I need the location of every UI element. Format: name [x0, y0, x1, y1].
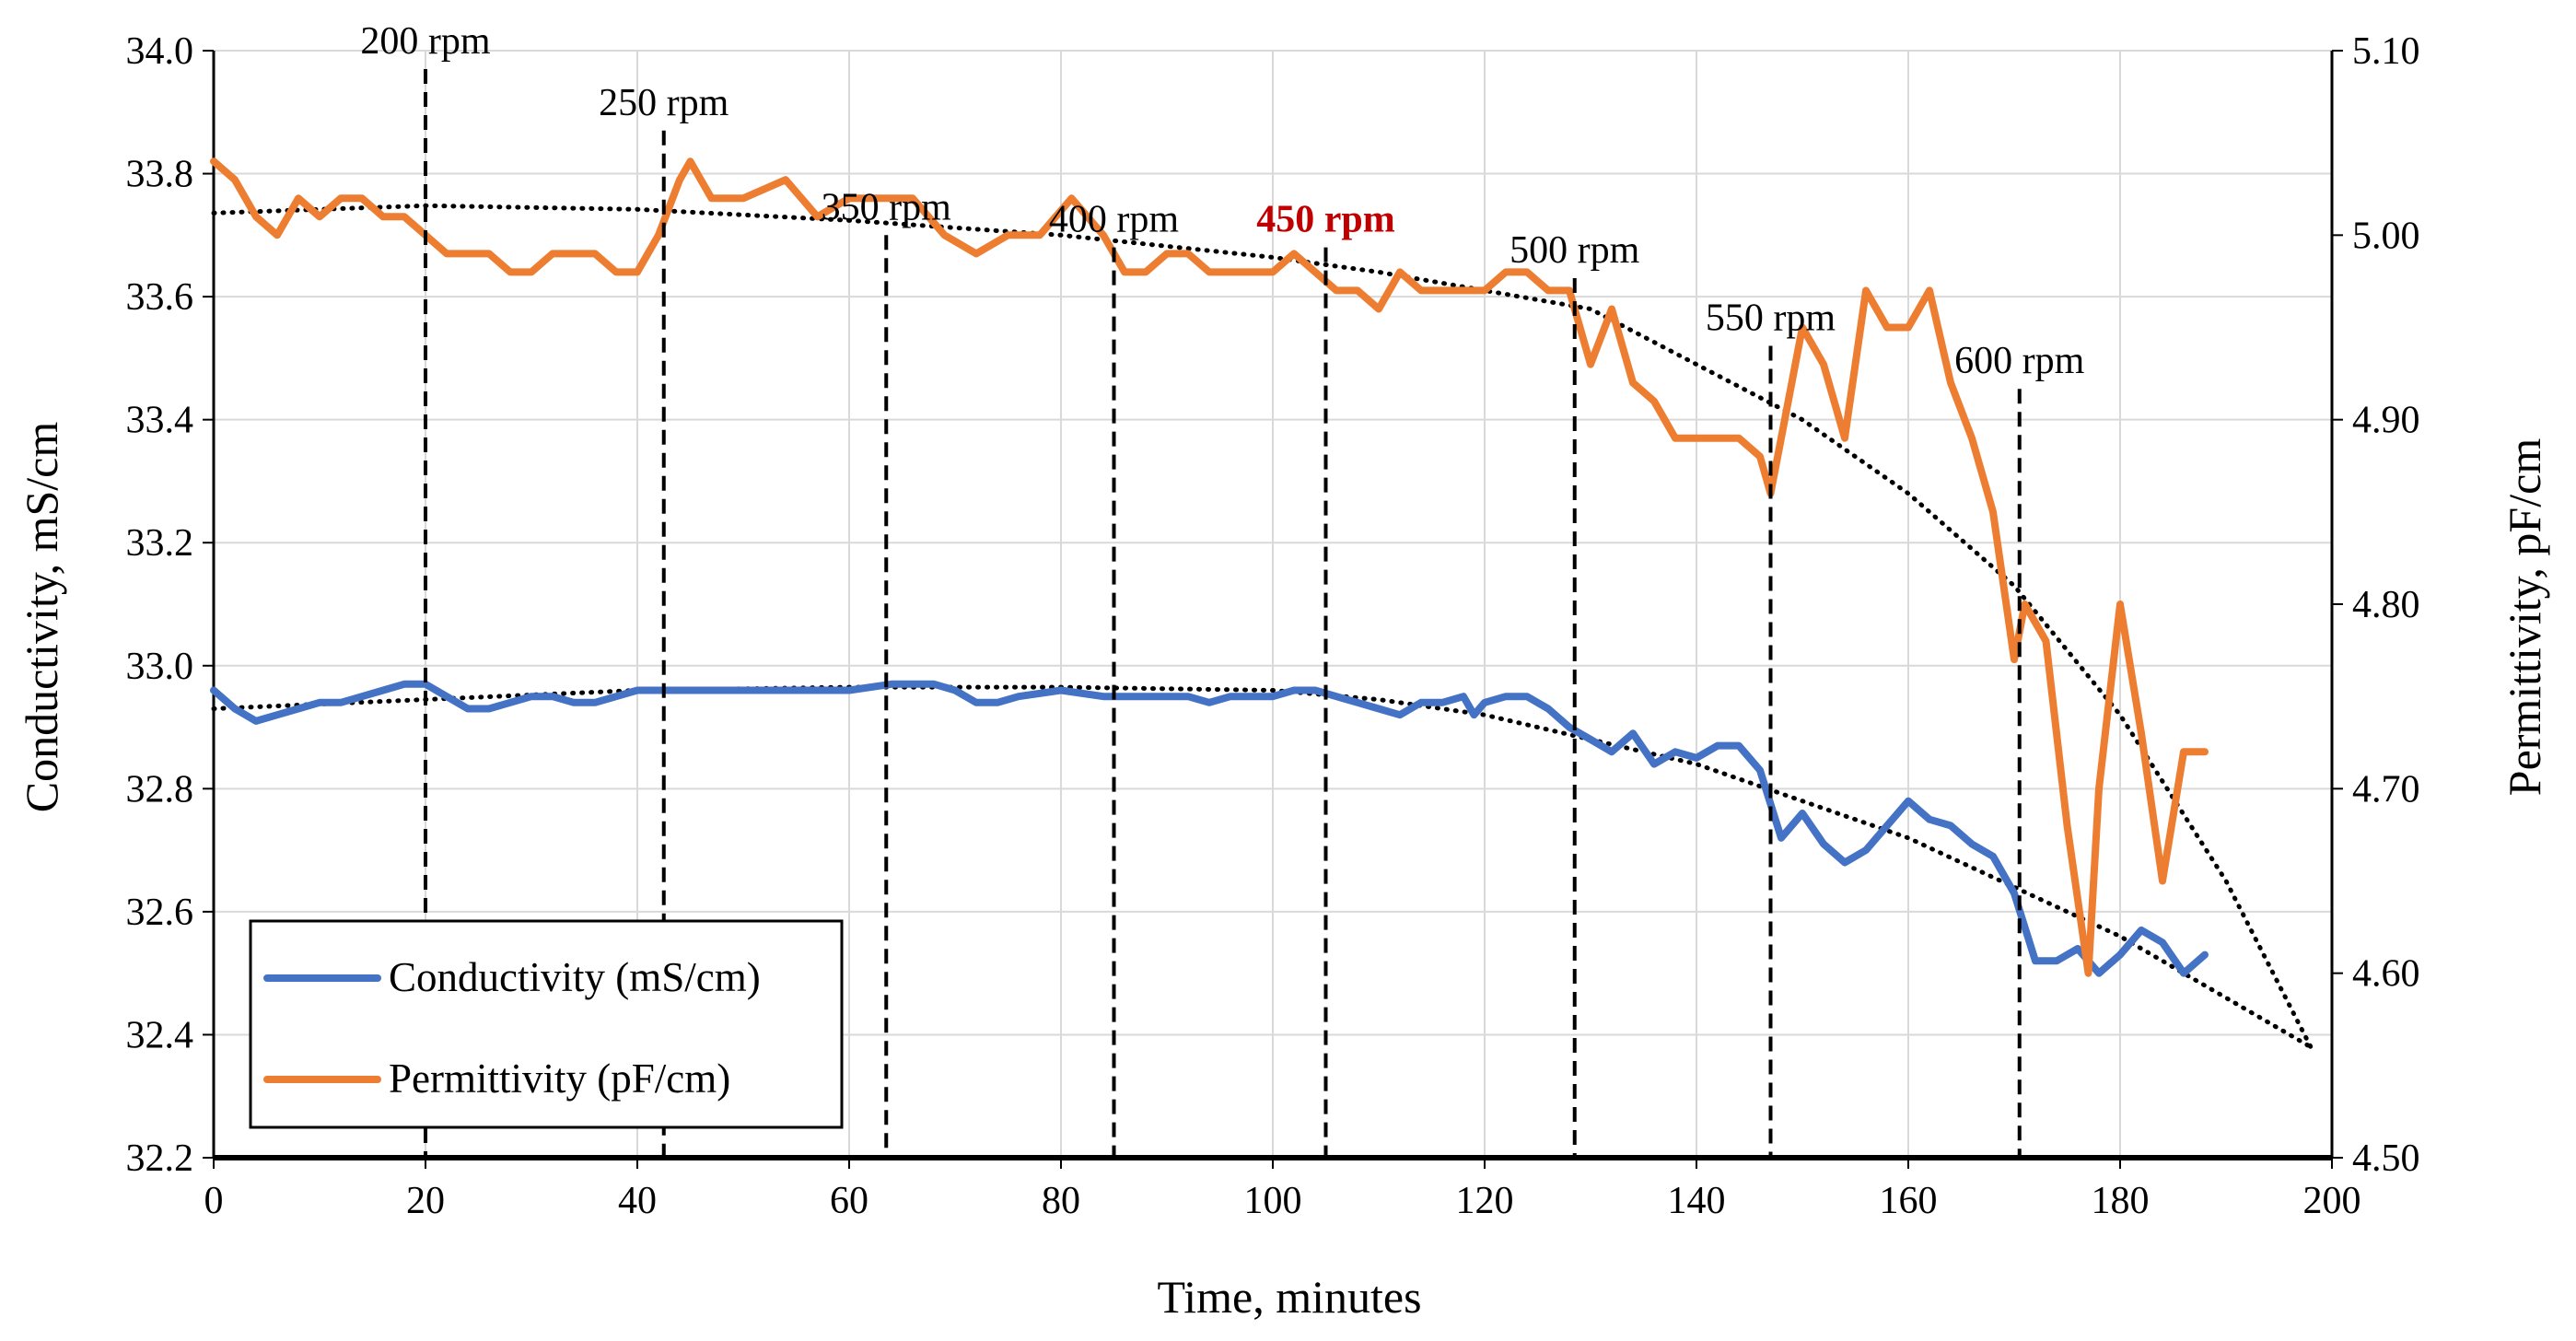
y-left-tick-label: 32.6 [126, 892, 194, 934]
y-left-tick-label: 33.6 [126, 276, 194, 319]
rpm-marker-label: 500 rpm [1509, 229, 1639, 272]
x-tick-label: 120 [1456, 1180, 1514, 1222]
legend-label-permittivity: Permittivity (pF/cm) [389, 1055, 730, 1102]
x-tick-label: 140 [1668, 1180, 1726, 1222]
y-right-tick-label: 4.60 [2352, 953, 2420, 996]
y-right-tick-label: 5.00 [2352, 215, 2420, 257]
x-tick-label: 60 [830, 1180, 868, 1222]
rpm-marker-label: 250 rpm [599, 82, 729, 124]
y-axis-right-title: Permittivity, pF/cm [2499, 438, 2550, 797]
legend-label-conductivity: Conductivity (mS/cm) [389, 954, 761, 1000]
y-left-tick-label: 34.0 [126, 30, 194, 73]
tick-labels: 0 20 40 60 80 100 120 140 160 180 200 32.2 32.4 32.6 3… [126, 30, 2420, 1222]
rpm-marker-label: 400 rpm [1049, 199, 1179, 241]
x-tick-label: 0 [204, 1180, 224, 1222]
data-series [210, 157, 2209, 977]
x-tick-label: 160 [1880, 1180, 1938, 1222]
x-tick-label: 40 [618, 1180, 657, 1222]
y-right-tick-label: 4.70 [2352, 768, 2420, 810]
trendlines [211, 203, 2314, 1050]
y-left-tick-label: 32.2 [126, 1137, 194, 1180]
axes [203, 50, 2343, 1169]
rpm-marker-label: 350 rpm [822, 186, 951, 228]
legend: Conductivity (mS/cm) Permittivity (pF/cm… [249, 919, 844, 1129]
x-axis-title: Time, minutes [1157, 1271, 1421, 1323]
y-axis-left-title: Conductivity, mS/cm [16, 422, 67, 813]
y-right-tick-label: 4.50 [2352, 1137, 2420, 1180]
y-right-tick-label: 4.80 [2352, 584, 2420, 626]
x-tick-label: 80 [1042, 1180, 1080, 1222]
y-left-tick-label: 33.2 [126, 522, 194, 565]
x-tick-label: 100 [1244, 1180, 1302, 1222]
rpm-marker-label: 450 rpm [1256, 199, 1395, 241]
rpm-marker-label: 550 rpm [1706, 297, 1836, 340]
legend-box [249, 919, 844, 1129]
rpm-marker-label: 200 rpm [360, 20, 490, 63]
y-left-tick-label: 32.4 [126, 1014, 194, 1056]
rpm-marker-label: 600 rpm [1954, 340, 2084, 382]
y-left-tick-label: 33.0 [126, 646, 194, 688]
x-tick-label: 200 [2303, 1180, 2361, 1222]
trendline-conductivity-trend [211, 684, 2314, 1050]
y-right-tick-label: 4.90 [2352, 400, 2420, 442]
series-line-conductivity-ms-cm [210, 680, 2209, 977]
y-left-tick-label: 32.8 [126, 768, 194, 810]
x-tick-label: 180 [2092, 1180, 2150, 1222]
y-left-tick-label: 33.4 [126, 400, 194, 442]
y-left-tick-label: 33.8 [126, 154, 194, 196]
y-right-tick-label: 5.10 [2352, 30, 2420, 73]
x-tick-label: 20 [406, 1180, 445, 1222]
series-line-permittivity-pf-cm [210, 157, 2209, 977]
